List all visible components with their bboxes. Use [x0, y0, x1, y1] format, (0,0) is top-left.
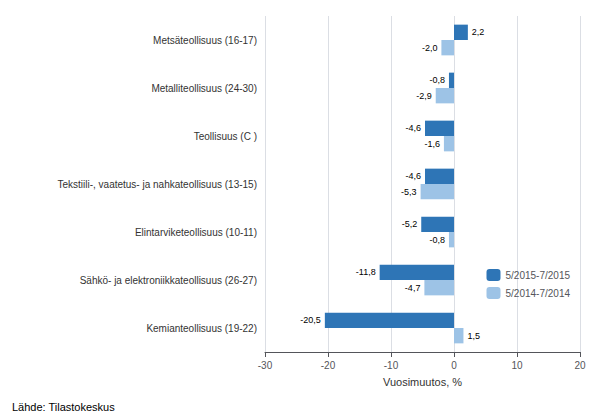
svg-text:1,5: 1,5 [467, 331, 480, 341]
svg-text:-30: -30 [258, 360, 273, 371]
svg-text:Elintarviketeollisuus (10-11): Elintarviketeollisuus (10-11) [135, 227, 257, 238]
svg-text:10: 10 [511, 360, 523, 371]
svg-text:Teollisuus (C ): Teollisuus (C ) [194, 131, 257, 142]
svg-text:-10: -10 [384, 360, 399, 371]
svg-text:-4,6: -4,6 [406, 123, 422, 133]
svg-text:-2,0: -2,0 [422, 43, 438, 53]
svg-text:-0,8: -0,8 [429, 235, 445, 245]
svg-text:0: 0 [451, 360, 457, 371]
svg-text:-4,7: -4,7 [405, 283, 421, 293]
svg-text:Lähde: Tilastokeskus: Lähde: Tilastokeskus [12, 401, 115, 413]
svg-text:-11,8: -11,8 [356, 267, 376, 277]
svg-text:-2,9: -2,9 [416, 91, 432, 101]
svg-text:5/2015-7/2015: 5/2015-7/2015 [505, 270, 570, 281]
svg-text:-20: -20 [321, 360, 336, 371]
svg-text:Metalliteollisuus (24-30): Metalliteollisuus (24-30) [151, 83, 257, 94]
svg-text:Tekstiili-, vaatetus- ja nahka: Tekstiili-, vaatetus- ja nahkateollisuus… [57, 179, 257, 190]
svg-text:-5,3: -5,3 [401, 187, 417, 197]
svg-text:Metsäteollisuus (16-17): Metsäteollisuus (16-17) [153, 35, 257, 46]
svg-text:-1,6: -1,6 [424, 139, 440, 149]
svg-text:Sähkö- ja elektroniikkateollis: Sähkö- ja elektroniikkateollisuus (26-27… [80, 275, 257, 286]
svg-text:-5,2: -5,2 [402, 219, 418, 229]
svg-text:2,2: 2,2 [472, 27, 485, 37]
svg-text:-4,6: -4,6 [406, 171, 422, 181]
svg-text:Kemianteollisuus (19-22): Kemianteollisuus (19-22) [146, 323, 257, 334]
svg-text:-0,8: -0,8 [429, 75, 445, 85]
svg-text:5/2014-7/2014: 5/2014-7/2014 [505, 288, 570, 299]
svg-text:Vuosimuutos, %: Vuosimuutos, % [383, 376, 462, 388]
svg-text:-20,5: -20,5 [300, 315, 321, 325]
svg-text:20: 20 [574, 360, 586, 371]
